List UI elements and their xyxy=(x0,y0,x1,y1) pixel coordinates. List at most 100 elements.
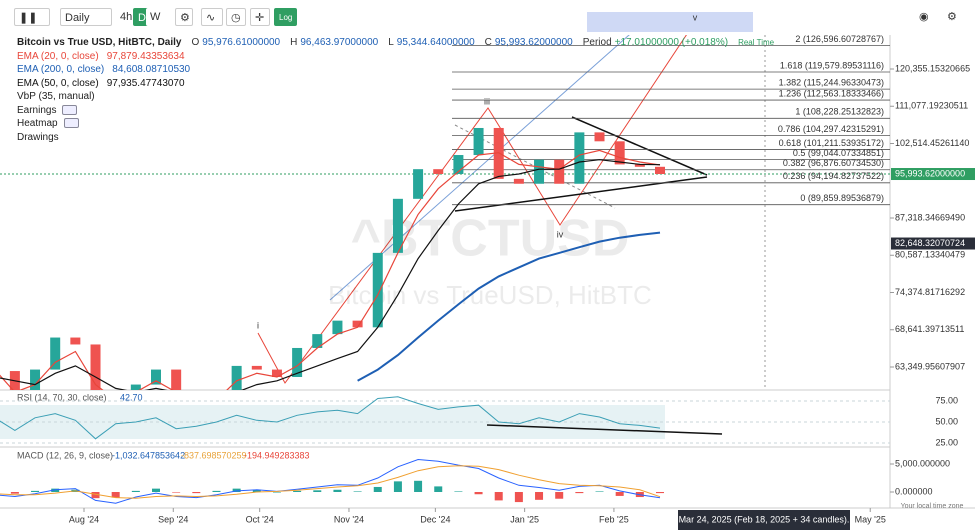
indicator-name: Earnings xyxy=(17,104,57,116)
signal-line xyxy=(0,465,661,499)
wave-label: i xyxy=(257,320,259,330)
candle xyxy=(413,169,424,199)
fib-label: 0.786 (104,297.42315291) xyxy=(778,124,884,134)
macd-tick-label: 5,000.000000 xyxy=(895,458,950,468)
ema20-line xyxy=(0,149,661,390)
macd-hist-bar xyxy=(575,492,584,494)
macd-hist-bar xyxy=(111,492,120,498)
x-tick-label: May '25 xyxy=(855,514,886,524)
channel-line xyxy=(329,35,630,301)
indicator-row: EMA (20, 0, close) 97,879.43353634 xyxy=(17,50,774,64)
crosshair-date: Mar 24, 2025 (Feb 18, 2025 + 34 candles)… xyxy=(679,514,850,524)
macd-hist-bar xyxy=(252,489,261,492)
fib-label: 0.618 (101,211.53935172) xyxy=(779,138,884,148)
macd-hist-bar xyxy=(172,492,181,493)
candle xyxy=(493,127,504,179)
interval-button[interactable]: 4h xyxy=(116,8,137,26)
x-tick-label: Nov '24 xyxy=(334,514,364,524)
candle xyxy=(634,164,645,167)
toggle-eye[interactable] xyxy=(63,118,79,129)
indicator-name: EMA (20, 0, close) xyxy=(17,50,99,62)
settings-button[interactable]: ⚙ xyxy=(943,8,961,26)
candle xyxy=(130,384,141,390)
indicator-row: EMA (200, 0, close) 84,608.08710530 xyxy=(17,63,774,77)
period-key: Period xyxy=(582,37,612,48)
candle xyxy=(554,159,565,184)
candle xyxy=(574,132,585,184)
interval-dropdown[interactable]: Daily xyxy=(60,8,112,26)
macd-hist-bar xyxy=(414,480,423,492)
candle xyxy=(171,369,182,390)
y-tick-label: 120,355.15320665 xyxy=(895,63,970,73)
log-button[interactable]: Log xyxy=(274,8,298,26)
indicator-row: Drawings xyxy=(17,131,774,145)
fib-label: 0.5 (99,044.07334851) xyxy=(793,148,884,158)
x-tick-label: Oct '24 xyxy=(246,514,274,524)
fib-label: 1.236 (112,563.18333466) xyxy=(779,88,884,98)
candle xyxy=(655,166,665,175)
indicator-button[interactable]: ∿ xyxy=(201,8,223,26)
indicator-name: EMA (50, 0, close) xyxy=(17,77,99,89)
ohlc-value: 96,463.97000000 xyxy=(300,37,379,48)
macd-hist-bar xyxy=(656,492,664,494)
x-tick-label: Aug '24 xyxy=(69,514,99,524)
price-marker xyxy=(891,237,975,250)
macd-hist-bar xyxy=(434,486,443,492)
macd-hist-bar xyxy=(293,490,302,492)
macd-hist-bar xyxy=(31,490,40,492)
indicator-value: 97,879.43353634 xyxy=(106,50,185,62)
price-pane: 2 (126,596.60728767) 1.618 (119,579.89531… xyxy=(0,34,890,390)
ohlc-value: 95,976.61000000 xyxy=(202,37,281,48)
macd-hist-bar xyxy=(91,492,100,499)
macd-hist-bar xyxy=(595,491,604,492)
price-marker-label: 95,993.62000000 xyxy=(895,168,965,178)
ohlc-key: O xyxy=(191,37,200,48)
macd-hist-bar xyxy=(51,488,60,492)
macd-value: -1,032.647853642 xyxy=(112,450,185,460)
macd-hist-bar xyxy=(494,492,503,501)
ohlc-value: 95,344.64000000 xyxy=(396,37,475,48)
indicator-value: 97,935.47743070 xyxy=(106,77,185,89)
crosshair-button[interactable]: ✛ xyxy=(250,8,270,26)
x-tick-label: Sep '24 xyxy=(158,514,188,524)
watermark-symbol: ^BTCTUSD xyxy=(351,210,630,268)
fib-label: 1 (108,228.25132823) xyxy=(795,107,884,117)
candle xyxy=(453,155,464,174)
rsi-value: 42.70 xyxy=(120,392,143,402)
indicator-row: VbP (35, manual) xyxy=(17,90,774,104)
indicator-name: EMA (200, 0, close) xyxy=(17,64,105,75)
indicator-row: Earnings xyxy=(17,104,774,118)
toggle-eye[interactable] xyxy=(62,104,78,115)
indicator-row: EMA (50, 0, close) 97,935.47743070 xyxy=(17,77,774,91)
ohlc-key: H xyxy=(290,37,298,48)
fib-label: 2 (126,596.60728767) xyxy=(795,34,884,44)
indicator-name: Heatmap xyxy=(17,118,58,129)
clock-button[interactable]: ◷ xyxy=(226,8,246,26)
macd-hist-bar xyxy=(393,481,402,492)
fib-label: 1.382 (115,244.96330473) xyxy=(779,78,884,88)
x-tick-label: Feb '25 xyxy=(599,514,629,524)
macd-hist-bar xyxy=(555,492,564,499)
rsi-line xyxy=(0,396,661,440)
y-tick-label: 87,318.34669490 xyxy=(895,212,965,222)
settings-button[interactable]: ⚙ xyxy=(175,8,193,26)
macd-hist-value: -194.949283383 xyxy=(244,450,310,460)
fib-label: 0.382 (96,876.60734530) xyxy=(783,158,884,168)
candle xyxy=(372,252,383,328)
indicator-name: Drawings xyxy=(17,131,59,143)
candle xyxy=(513,178,524,184)
rsi-tick-label: 50.00 xyxy=(935,416,958,426)
wave-label: iii xyxy=(484,96,490,106)
y-tick-label: 68,641.39713511 xyxy=(895,324,964,334)
macd-hist-bar xyxy=(212,490,221,492)
chart-type-button[interactable]: ❚❚ xyxy=(14,8,50,26)
macd-line xyxy=(0,458,661,504)
candle xyxy=(90,344,101,390)
macd-hist-bar xyxy=(615,492,624,496)
candle xyxy=(332,320,343,335)
interval-button[interactable]: W xyxy=(146,8,165,26)
price-marker-label: 82,648.32070724 xyxy=(895,238,965,248)
camera-button[interactable]: ◉ xyxy=(915,8,933,26)
